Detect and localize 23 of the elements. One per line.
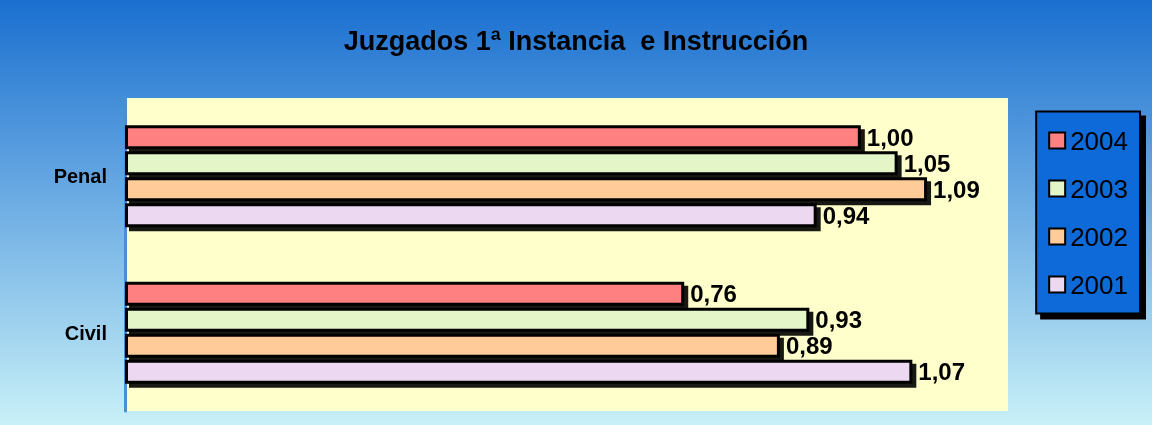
legend-label: 2004 [1070, 125, 1128, 156]
bar [125, 333, 780, 358]
bar [125, 307, 810, 332]
data-label: 0,93 [815, 306, 863, 334]
bar [125, 125, 861, 150]
y-tick-label: Penal [53, 165, 107, 188]
legend-label: 2002 [1070, 221, 1128, 252]
legend-label: 2001 [1070, 269, 1128, 300]
bar [125, 359, 913, 384]
data-label: 0,76 [690, 280, 737, 308]
bar [125, 151, 898, 176]
data-label: 1,07 [918, 358, 966, 386]
data-label: 0,89 [785, 332, 833, 360]
chart-title: Juzgados 1ª Instancia e Instrucción [343, 25, 809, 56]
data-label: 1,00 [866, 123, 914, 151]
y-tick-label: Civil [64, 321, 107, 344]
data-label: 1,05 [903, 149, 951, 177]
bar [125, 177, 928, 202]
data-label: 1,09 [933, 175, 980, 203]
data-label: 0,94 [822, 201, 871, 229]
bar [125, 203, 817, 228]
bar [125, 281, 685, 306]
legend-label: 2003 [1070, 173, 1128, 204]
